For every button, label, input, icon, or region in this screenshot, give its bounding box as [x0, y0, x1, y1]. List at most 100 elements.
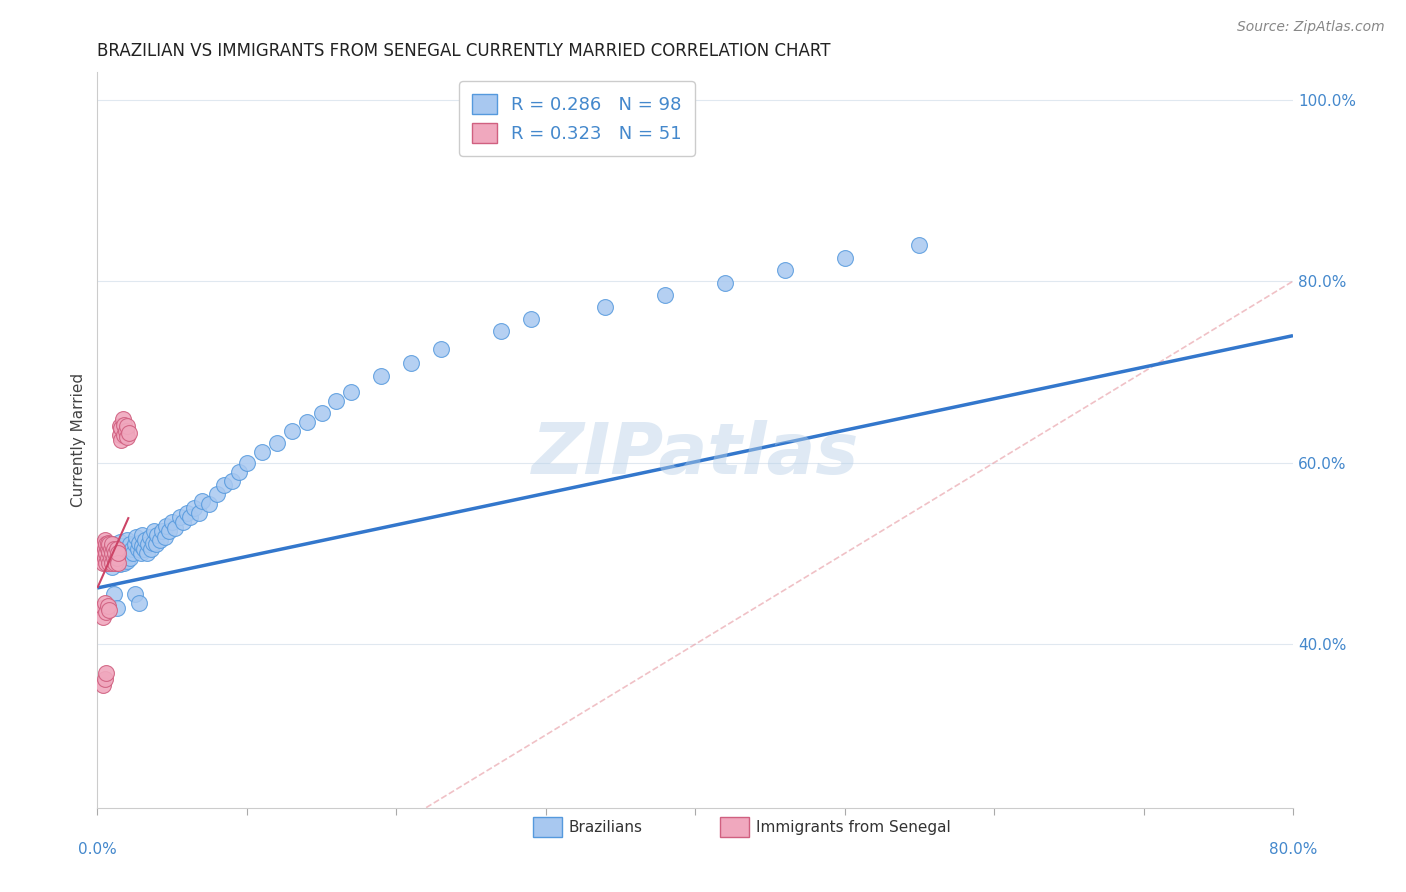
- Point: [908, 238, 931, 252]
- Point: [96, 556, 118, 570]
- Point: [98, 551, 121, 566]
- Point: [179, 510, 201, 524]
- Point: [107, 543, 129, 558]
- Point: [98, 539, 121, 553]
- Point: [131, 539, 153, 553]
- Point: [91, 537, 114, 551]
- Point: [115, 541, 138, 556]
- Point: [214, 478, 236, 492]
- Point: [97, 549, 120, 563]
- Point: [103, 587, 125, 601]
- Point: [108, 428, 131, 442]
- Point: [118, 425, 141, 440]
- Point: [103, 554, 125, 568]
- Point: [131, 528, 153, 542]
- Point: [250, 445, 273, 459]
- Point: [110, 421, 132, 435]
- Point: [120, 537, 142, 551]
- Point: [773, 263, 796, 277]
- Point: [100, 551, 122, 566]
- Legend: R = 0.286   N = 98, R = 0.323   N = 51: R = 0.286 N = 98, R = 0.323 N = 51: [460, 81, 695, 155]
- Point: [96, 666, 118, 681]
- Point: [98, 537, 121, 551]
- Point: [120, 551, 142, 566]
- Point: [595, 300, 617, 314]
- Point: [104, 556, 127, 570]
- Point: [94, 533, 117, 547]
- Point: [370, 369, 392, 384]
- Point: [172, 515, 194, 529]
- Point: [115, 554, 138, 568]
- Point: [146, 528, 169, 542]
- Point: [111, 541, 134, 556]
- Point: [228, 465, 250, 479]
- Point: [97, 599, 120, 614]
- Point: [104, 556, 127, 570]
- Point: [198, 497, 221, 511]
- Point: [90, 541, 112, 556]
- Point: [145, 537, 167, 551]
- Point: [112, 556, 135, 570]
- Point: [104, 543, 127, 558]
- Point: [108, 534, 131, 549]
- Point: [105, 539, 128, 553]
- Point: [101, 546, 124, 560]
- Point: [188, 506, 211, 520]
- Point: [399, 356, 422, 370]
- Point: [90, 551, 112, 566]
- Point: [94, 546, 117, 560]
- Point: [110, 550, 132, 565]
- Point: [311, 406, 333, 420]
- Point: [110, 539, 132, 553]
- Point: [107, 546, 129, 560]
- Point: [520, 312, 543, 326]
- Point: [89, 546, 111, 560]
- Point: [91, 678, 114, 692]
- Point: [110, 433, 132, 447]
- Point: [112, 417, 135, 432]
- Point: [165, 521, 187, 535]
- Point: [295, 415, 318, 429]
- Point: [94, 551, 117, 566]
- Point: [94, 541, 117, 556]
- Point: [191, 493, 214, 508]
- Point: [112, 428, 135, 442]
- Point: [112, 542, 135, 557]
- Point: [280, 424, 302, 438]
- Point: [115, 430, 138, 444]
- Point: [135, 546, 157, 560]
- Point: [489, 324, 512, 338]
- Point: [111, 412, 134, 426]
- Point: [100, 544, 122, 558]
- Point: [91, 610, 114, 624]
- Point: [176, 506, 198, 520]
- Point: [266, 435, 288, 450]
- Point: [654, 287, 676, 301]
- Point: [96, 537, 118, 551]
- Point: [101, 537, 124, 551]
- Point: [97, 551, 120, 566]
- Point: [430, 343, 453, 357]
- Point: [325, 394, 347, 409]
- Point: [115, 533, 138, 547]
- Point: [138, 530, 160, 544]
- Y-axis label: Currently Married: Currently Married: [72, 373, 86, 507]
- Point: [149, 533, 172, 547]
- Point: [98, 603, 121, 617]
- Point: [100, 541, 122, 556]
- Point: [160, 515, 183, 529]
- Point: [141, 541, 163, 556]
- Point: [96, 541, 118, 556]
- Point: [103, 541, 125, 556]
- Point: [101, 556, 124, 570]
- Point: [221, 474, 243, 488]
- Point: [91, 546, 114, 560]
- Point: [97, 535, 120, 549]
- Point: [124, 537, 146, 551]
- Point: [94, 551, 117, 566]
- Point: [90, 601, 112, 615]
- Point: [100, 556, 122, 570]
- Point: [101, 551, 124, 566]
- Point: [157, 524, 180, 538]
- Point: [94, 672, 117, 686]
